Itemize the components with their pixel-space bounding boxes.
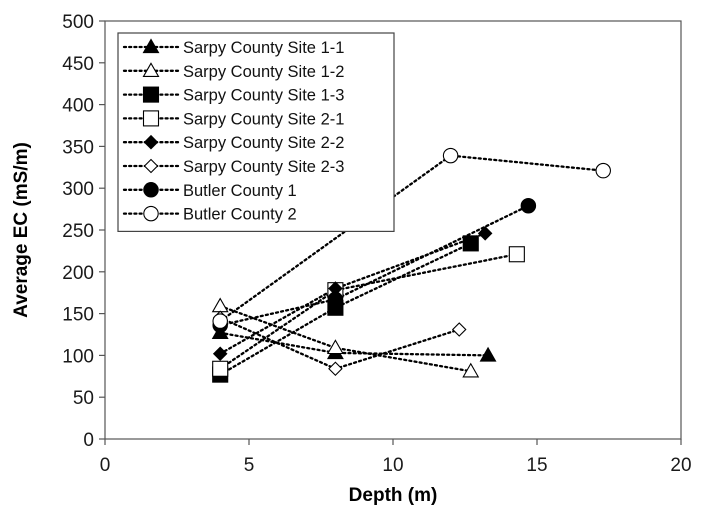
data-point-s7-3 (520, 198, 537, 214)
legend-label-1: Sarpy County Site 1-1 (183, 39, 344, 57)
legend-marker-1 (142, 38, 160, 54)
y-tick-label: 150 (62, 305, 94, 326)
series-line-4 (219, 253, 518, 370)
data-point-s8-3 (595, 162, 611, 179)
x-axis: 0 5 10 15 20 (100, 439, 692, 476)
data-point-s2-1 (211, 297, 229, 313)
legend-marker-6 (143, 158, 159, 174)
data-point-s4-3 (508, 246, 525, 263)
legend-label-2: Sarpy County Site 1-2 (183, 63, 344, 81)
legend: Sarpy County Site 1-1 Sarpy County Site 1… (117, 32, 395, 232)
y-axis-title: Average EC (mS/m) (11, 142, 32, 318)
y-tick-label: 50 (73, 388, 94, 409)
series-line-3 (219, 242, 472, 376)
legend-marker-8 (143, 205, 159, 222)
legend-marker-5 (143, 134, 159, 150)
legend-label-4: Sarpy County Site 2-1 (183, 110, 344, 128)
x-tick-label: 5 (244, 455, 255, 476)
legend-label-5: Sarpy County Site 2-2 (183, 134, 344, 152)
y-tick-label: 400 (62, 96, 94, 117)
y-tick-label: 100 (62, 346, 94, 367)
series-points (211, 147, 611, 383)
data-point-s5-1 (212, 346, 228, 362)
data-point-s1-3 (479, 346, 497, 362)
data-point-s7-2 (327, 291, 344, 308)
legend-label-6: Sarpy County Site 2-3 (183, 158, 344, 176)
data-point-s4-1 (212, 360, 229, 377)
data-point-s5-3 (477, 226, 493, 241)
legend-marker-2 (142, 62, 160, 77)
x-axis-title: Depth (m) (349, 485, 438, 506)
legend-marker-3 (142, 86, 160, 103)
data-point-s8-1 (212, 313, 228, 329)
data-point-s8-2 (442, 147, 459, 164)
legend-label-3: Sarpy County Site 1-3 (183, 87, 344, 105)
y-tick-label: 0 (83, 430, 94, 451)
x-tick-label: 0 (100, 455, 111, 476)
legend-marker-7 (143, 182, 159, 198)
y-tick-label: 250 (62, 221, 94, 242)
data-point-s2-3 (462, 362, 480, 378)
data-point-s2-2 (326, 339, 344, 355)
legend-marker-4 (142, 110, 160, 127)
legend-box (117, 32, 395, 232)
data-point-s6-3 (451, 322, 467, 337)
y-tick-label: 500 (62, 12, 94, 33)
y-tick-label: 450 (62, 54, 94, 75)
data-point-s3-3 (462, 235, 479, 252)
legend-label-8: Butler County 2 (183, 206, 297, 224)
y-tick-label: 300 (62, 179, 94, 200)
y-axis: 0 50 100 150 200 250 300 350 400 450 500 (62, 12, 105, 451)
x-tick-label: 15 (526, 455, 547, 476)
y-tick-label: 350 (62, 137, 94, 158)
x-tick-label: 10 (382, 455, 403, 476)
data-point-s6-2 (328, 361, 343, 377)
y-tick-label: 200 (62, 263, 94, 284)
x-tick-label: 20 (670, 455, 691, 476)
legend-label-7: Butler County 1 (183, 182, 297, 200)
